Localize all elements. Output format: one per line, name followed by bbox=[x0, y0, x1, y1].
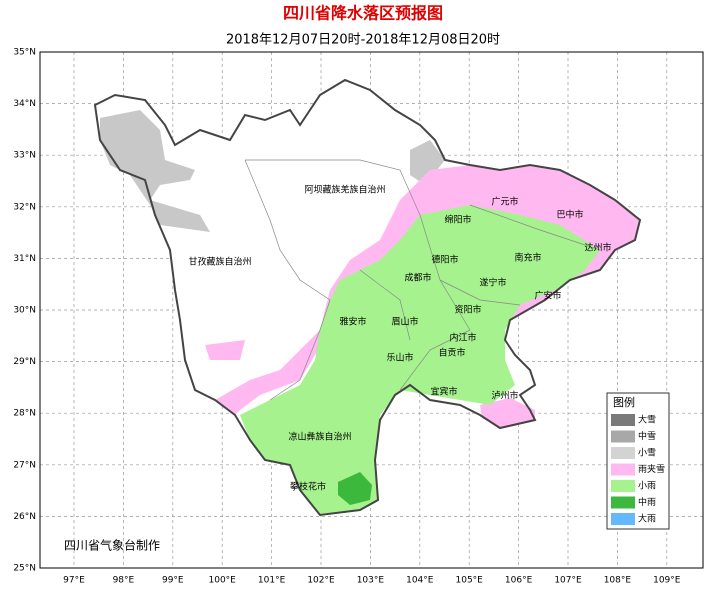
lon-tick-label: 105°E bbox=[456, 576, 484, 586]
region-label: 成都市 bbox=[404, 272, 431, 284]
legend-swatch bbox=[611, 463, 635, 476]
snow-area bbox=[100, 110, 210, 232]
sleet-area bbox=[205, 340, 245, 360]
credit: 四川省气象台制作 bbox=[64, 538, 160, 553]
lat-tick-label: 35°N bbox=[13, 48, 36, 58]
lon-tick-label: 100°E bbox=[209, 576, 237, 586]
region-label: 阿坝藏族羌族自治州 bbox=[304, 184, 385, 196]
legend-swatch bbox=[611, 496, 635, 509]
lon-tick-label: 104°E bbox=[406, 576, 434, 586]
legend-label: 中雨 bbox=[638, 496, 656, 508]
region-label: 广安市 bbox=[534, 290, 561, 302]
legend-label: 小雪 bbox=[638, 448, 656, 459]
map-frame bbox=[39, 51, 704, 569]
lon-tick-label: 98°E bbox=[113, 576, 135, 586]
lon-tick-label: 103°E bbox=[357, 576, 385, 586]
snow-area bbox=[410, 140, 445, 185]
region-label: 乐山市 bbox=[386, 352, 413, 364]
sleet-area bbox=[480, 398, 535, 428]
legend-swatch bbox=[611, 414, 635, 426]
region-label: 广元市 bbox=[491, 196, 518, 208]
region-label: 资阳市 bbox=[454, 304, 481, 316]
legend-box bbox=[606, 392, 670, 530]
region-label: 雅安市 bbox=[339, 316, 366, 328]
lon-tick-label: 99°E bbox=[162, 576, 184, 586]
prefecture-borders bbox=[244, 159, 601, 401]
legend-label: 大雪 bbox=[638, 414, 656, 426]
lat-tick-label: 25°N bbox=[13, 564, 36, 574]
legend-title: 图例 bbox=[613, 395, 635, 409]
region-label: 攀枝花市 bbox=[290, 481, 326, 493]
region-label: 达州市 bbox=[584, 242, 611, 254]
region-label: 南充市 bbox=[514, 252, 541, 264]
title: 四川省降水落区预报图 bbox=[283, 4, 443, 23]
region-label: 内江市 bbox=[449, 332, 476, 344]
region-label: 眉山市 bbox=[391, 316, 418, 328]
lon-tick-label: 101°E bbox=[258, 576, 286, 586]
region-label: 甘孜藏族自治州 bbox=[188, 256, 251, 268]
province-border bbox=[93, 78, 642, 517]
legend-swatch bbox=[611, 513, 635, 525]
legend-swatch bbox=[611, 430, 635, 443]
region-label: 泸州市 bbox=[491, 390, 518, 402]
legend-swatch bbox=[611, 480, 635, 492]
region-label: 巴中市 bbox=[556, 209, 583, 221]
lat-tick-label: 28°N bbox=[13, 409, 36, 419]
legend-label: 大雨 bbox=[638, 513, 656, 525]
legend-swatch bbox=[611, 447, 635, 459]
region-label: 德阳市 bbox=[431, 254, 458, 266]
moderate-rain-area bbox=[338, 472, 372, 505]
subtitle: 2018年12月07日20时-2018年12月08日20时 bbox=[226, 33, 500, 48]
rain-area bbox=[240, 205, 600, 515]
region-label: 宜宾市 bbox=[430, 386, 457, 398]
lat-tick-label: 29°N bbox=[13, 357, 36, 367]
region-label: 凉山彝族自治州 bbox=[288, 431, 351, 443]
lat-tick-label: 33°N bbox=[13, 151, 36, 161]
lat-tick-label: 27°N bbox=[13, 460, 36, 470]
region-label: 绵阳市 bbox=[444, 214, 471, 226]
lon-tick-label: 109°E bbox=[653, 576, 681, 586]
lat-tick-label: 31°N bbox=[13, 254, 36, 264]
lat-tick-label: 32°N bbox=[13, 202, 36, 212]
region-label: 遂宁市 bbox=[479, 277, 506, 289]
lat-tick-label: 34°N bbox=[13, 99, 36, 109]
lon-tick-label: 107°E bbox=[554, 576, 582, 586]
lon-tick-label: 97°E bbox=[63, 576, 85, 586]
region-label: 自贡市 bbox=[438, 347, 465, 359]
legend-label: 小雨 bbox=[638, 481, 656, 492]
legend-label: 雨夹雪 bbox=[638, 463, 665, 475]
legend-label: 中雪 bbox=[638, 430, 656, 442]
lon-tick-label: 106°E bbox=[505, 576, 533, 586]
lon-tick-label: 108°E bbox=[604, 576, 632, 586]
lat-tick-label: 26°N bbox=[13, 512, 36, 522]
lat-tick-label: 30°N bbox=[13, 306, 36, 316]
lon-tick-label: 102°E bbox=[307, 576, 335, 586]
